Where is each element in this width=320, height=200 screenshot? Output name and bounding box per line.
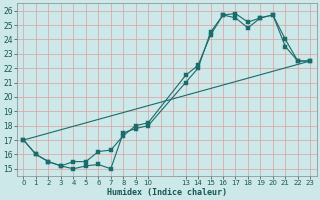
X-axis label: Humidex (Indice chaleur): Humidex (Indice chaleur) (107, 188, 227, 197)
